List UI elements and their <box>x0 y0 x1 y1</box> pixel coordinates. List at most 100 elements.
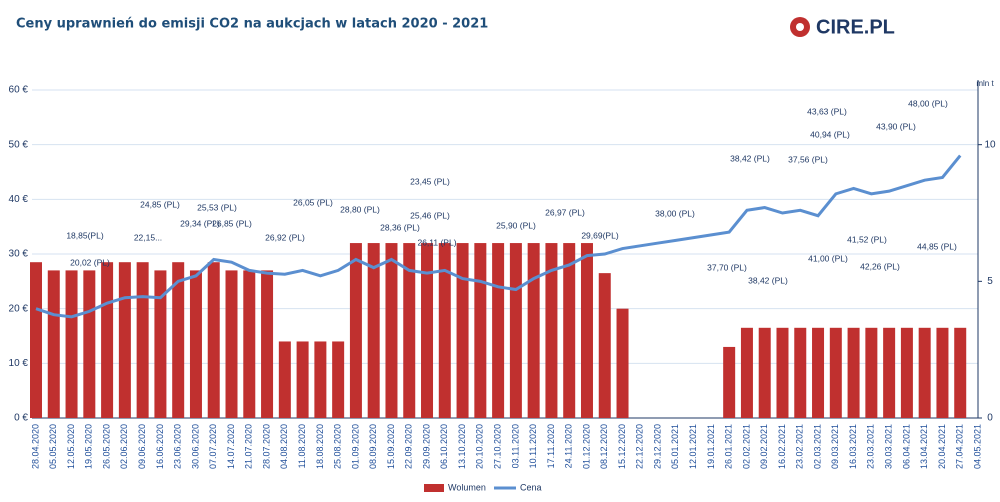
x-tick-label: 30.03.2021 <box>884 424 894 469</box>
annotation: 26,05 (PL) <box>293 197 333 207</box>
x-tick-label: 22.09.2020 <box>404 424 414 469</box>
bar <box>545 243 558 418</box>
x-tick-label: 29.12.2020 <box>652 424 662 469</box>
y2-tick-label: 5 <box>987 276 993 287</box>
y-tick-label: 60 € <box>9 85 29 96</box>
bar <box>136 262 149 418</box>
bar <box>314 341 327 418</box>
annotation: 38,42 (PL) <box>748 275 788 285</box>
bar <box>207 262 220 418</box>
x-tick-label: 14.07.2020 <box>226 424 236 469</box>
annotation: 29,34 (PL) <box>180 218 220 228</box>
logo: CIRE.PL <box>816 16 895 38</box>
annotation: 24,85 (PL) <box>140 199 180 209</box>
x-tick-label: 02.02.2021 <box>741 424 751 469</box>
x-tick-label: 07.07.2020 <box>208 424 218 469</box>
bar <box>598 273 611 418</box>
x-tick-label: 11.08.2020 <box>297 424 307 468</box>
bar <box>154 270 167 418</box>
bar <box>296 341 309 418</box>
x-tick-label: 21.07.2020 <box>244 424 254 469</box>
x-tick-label: 09.06.2020 <box>137 424 147 469</box>
bar <box>30 262 42 418</box>
x-tick-label: 23.06.2020 <box>173 424 183 469</box>
bar <box>172 262 185 418</box>
bar <box>261 270 274 418</box>
annotation: 25,53 (PL) <box>197 202 237 212</box>
annotation: 26,97 (PL) <box>545 207 585 217</box>
bar <box>403 243 416 418</box>
price-line <box>35 154 962 319</box>
annotation: 42,26 (PL) <box>860 261 900 271</box>
bar <box>332 341 345 418</box>
bar <box>243 270 256 418</box>
annotation: 37,70 (PL) <box>707 262 747 272</box>
x-tick-label: 23.02.2021 <box>795 424 805 469</box>
x-tick-label: 13.10.2020 <box>457 424 467 469</box>
x-tick-label: 01.12.2020 <box>581 424 591 469</box>
bar <box>918 327 931 418</box>
legend-label: Wolumen <box>448 482 486 492</box>
x-tick-label: 26.05.2020 <box>101 424 111 469</box>
bar <box>527 243 540 418</box>
x-tick-label: 12.01.2021 <box>688 424 698 469</box>
x-tick-label: 20.04.2021 <box>937 424 947 469</box>
y-tick-label: 20 € <box>9 303 29 314</box>
annotation: 38,00 (PL) <box>655 208 695 218</box>
x-tick-label: 30.06.2020 <box>190 424 200 469</box>
annotation: 26,85 (PL) <box>212 218 252 228</box>
annotation: 25,46 (PL) <box>410 210 450 220</box>
y2-tick-label: 10 <box>984 139 996 150</box>
annotation: 28,80 (PL) <box>340 204 380 214</box>
x-tick-label: 15.09.2020 <box>386 424 396 469</box>
bar <box>367 243 380 418</box>
bar <box>189 270 202 418</box>
x-tick-label: 05.01.2021 <box>670 424 680 469</box>
bar <box>758 327 771 418</box>
bar <box>65 270 78 418</box>
bar <box>900 327 913 418</box>
bar <box>385 243 398 418</box>
x-tick-label: 06.10.2020 <box>439 424 449 469</box>
bar <box>118 262 131 418</box>
bar <box>616 308 629 418</box>
bar <box>794 327 807 418</box>
x-tick-label: 08.12.2020 <box>599 424 609 469</box>
y-tick-label: 30 € <box>9 249 29 260</box>
x-tick-label: 27.10.2020 <box>492 424 502 469</box>
x-tick-label: 24.11.2020 <box>564 424 574 468</box>
annotation: 41,00 (PL) <box>808 253 848 263</box>
x-tick-label: 19.05.2020 <box>84 424 94 469</box>
legend-label: Cena <box>520 482 542 492</box>
x-tick-label: 04.05.2021 <box>972 424 982 469</box>
bar <box>723 346 736 418</box>
x-tick-label: 19.01.2021 <box>706 424 716 469</box>
annotation: 22,15... <box>134 232 162 242</box>
x-tick-label: 18.08.2020 <box>315 424 325 469</box>
annotation: 25,90 (PL) <box>496 220 536 230</box>
x-tick-label: 25.08.2020 <box>333 424 343 469</box>
x-tick-label: 27.04.2021 <box>955 424 965 469</box>
bar <box>776 327 789 418</box>
bar <box>883 327 896 418</box>
annotation: 29,69(PL) <box>581 230 618 240</box>
x-tick-label: 06.04.2021 <box>901 424 911 469</box>
annotation: 43,90 (PL) <box>876 121 916 131</box>
y2-tick-label: 0 <box>987 413 993 424</box>
annotation: 37,56 (PL) <box>788 154 828 164</box>
x-tick-label: 22.12.2020 <box>635 424 645 469</box>
annotation: 48,00 (PL) <box>908 98 948 108</box>
bar <box>580 243 593 418</box>
annotation: 23,45 (PL) <box>410 176 450 186</box>
bar <box>101 262 114 418</box>
x-tick-label: 03.11.2020 <box>510 424 520 468</box>
bar <box>225 270 238 418</box>
y-tick-label: 0 € <box>14 413 28 424</box>
legend-swatch <box>424 484 444 492</box>
x-tick-label: 16.02.2021 <box>777 424 787 469</box>
bar <box>278 341 291 418</box>
x-tick-label: 08.09.2020 <box>368 424 378 469</box>
x-tick-label: 26.01.2021 <box>724 424 734 469</box>
x-tick-label: 17.11.2020 <box>546 424 556 468</box>
